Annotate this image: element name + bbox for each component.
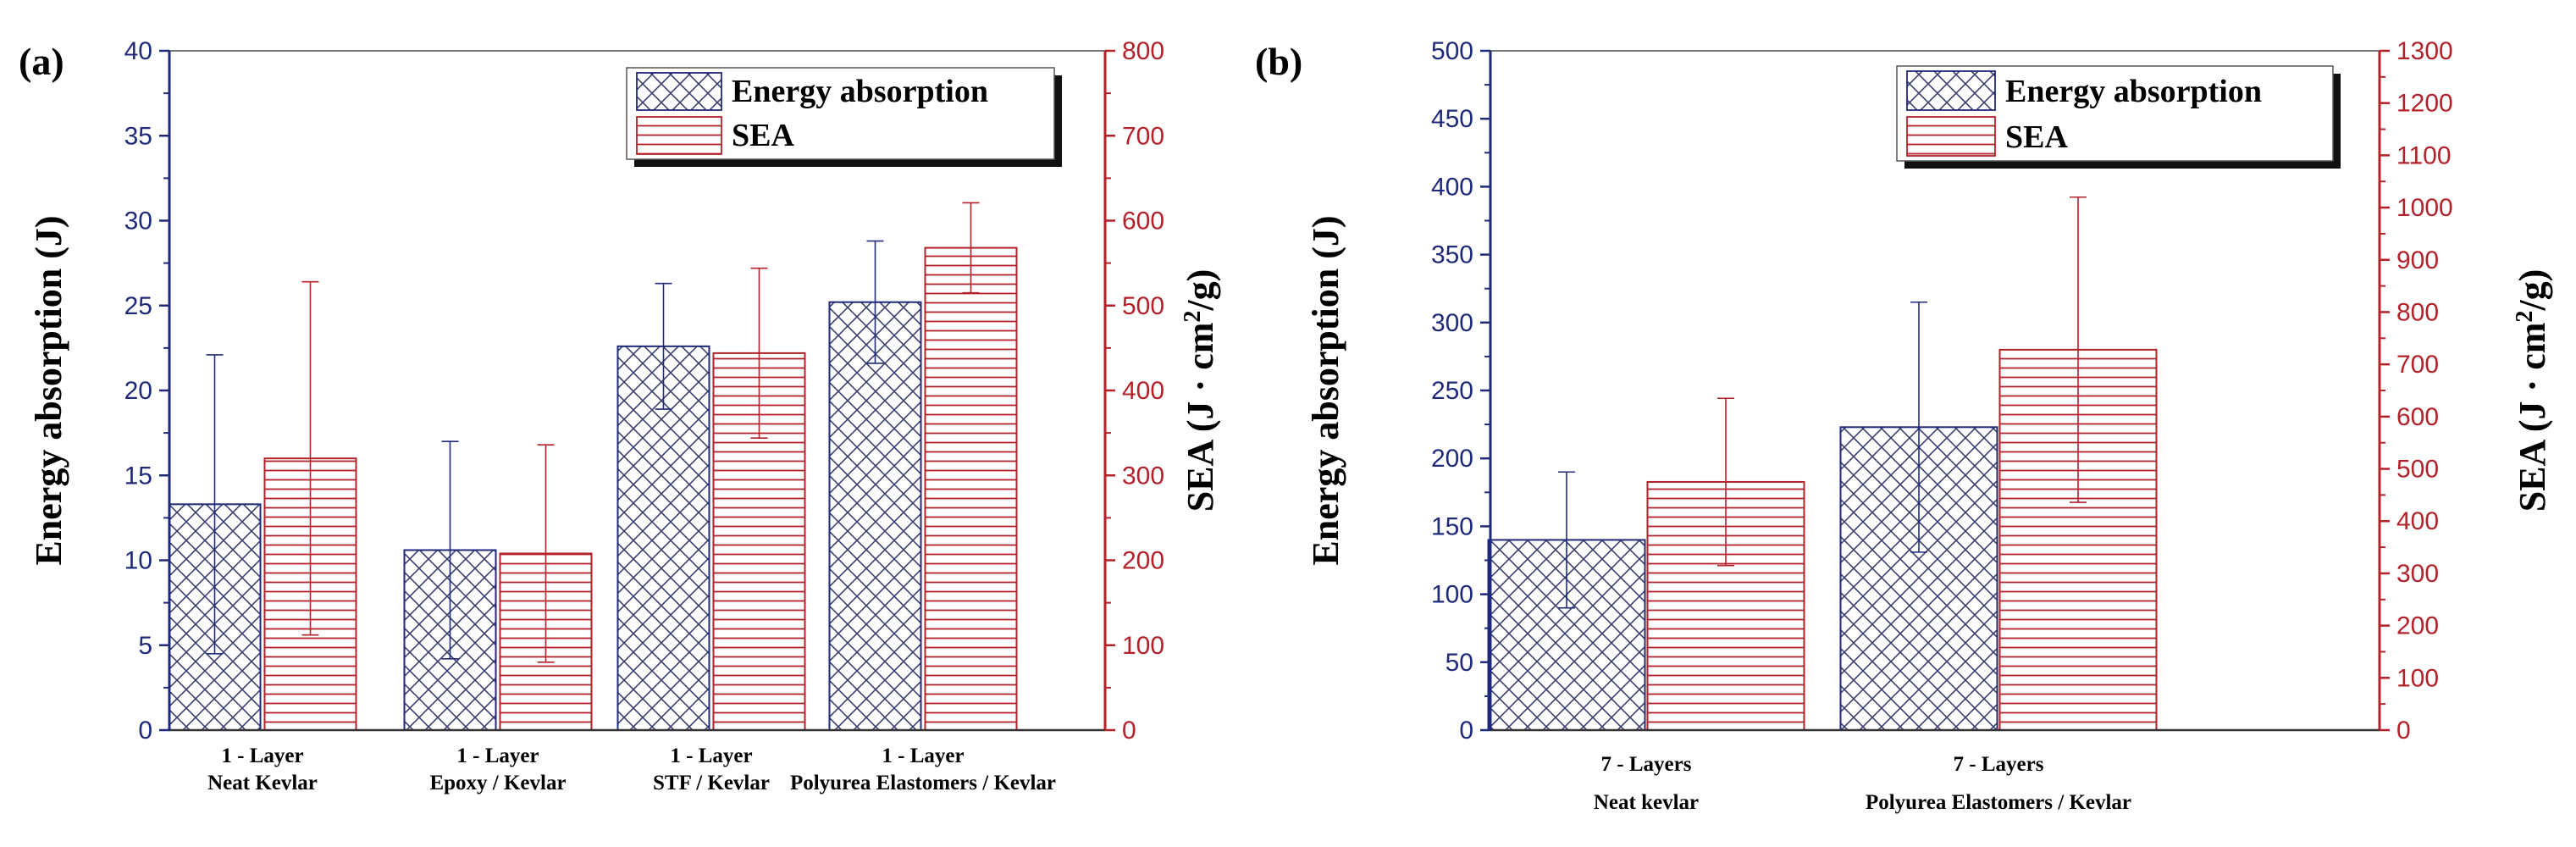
panel-a-left-tick-label-5: 25 — [124, 292, 152, 320]
panel-a-category-label-1-1: Epoxy / Kevlar — [429, 772, 566, 794]
panel-b-legend-swatch-energy — [1906, 70, 1996, 111]
panel-a-legend-label-energy: Energy absorption — [732, 74, 988, 109]
panel-a-left-tick-label-1: 5 — [138, 632, 152, 660]
panel-a-y-axis-title: Energy absorption (J) — [28, 215, 69, 565]
panel-b-legend-swatch-sea — [1906, 116, 1996, 157]
panel-a-label: (a) — [19, 40, 64, 83]
panel-b-label: (b) — [1255, 40, 1302, 83]
panel-b-right-tick-label-10: 1000 — [2396, 194, 2453, 222]
panel-b-right-tick-label-5: 500 — [2396, 456, 2439, 484]
panel-a-legend-swatch-sea — [636, 116, 722, 155]
panel-a-y2-title-part-2: /g) — [1180, 269, 1221, 312]
panel-a-category-label-2-0: 1 - Layer — [670, 745, 752, 767]
panel-a-left-tick-label-3: 15 — [124, 462, 152, 490]
panel-a-left-tick-label-0: 0 — [138, 717, 152, 745]
panel-a-right-tick-label-2: 200 — [1122, 547, 1164, 575]
panel-a-left-tick-label-2: 10 — [124, 547, 152, 575]
panel-b-legend-label-energy: Energy absorption — [2005, 74, 2262, 109]
panel-b-right-tick-label-2: 200 — [2396, 612, 2439, 640]
panel-a-y2-title-superscript: 2 — [1180, 311, 1206, 323]
panel-b-left-tick-label-6: 300 — [1431, 309, 1473, 337]
panel-b-right-tick-label-0: 0 — [2396, 717, 2411, 745]
panel-b-right-tick-label-6: 600 — [2396, 403, 2439, 431]
panel-b-category-label-1-1: Polyurea Elastomers / Kevlar — [1866, 791, 2131, 814]
panel-b-left-tick-label-7: 350 — [1431, 241, 1473, 269]
panel-a-y2-axis-title: SEA (J · cm2/g) — [1180, 269, 1222, 512]
panel-a-category-label-2-1: STF / Kevlar — [653, 772, 770, 794]
panel-a-right-tick-label-0: 0 — [1122, 717, 1136, 745]
panel-a-chart: 1 - Layer Neat Kevlar 1 - Layer Epoxy / Kev… — [19, 37, 1221, 794]
panel-b-left-tick-label-5: 250 — [1431, 377, 1473, 405]
panel-a-category-label-0-0: 1 - Layer — [221, 745, 303, 767]
panel-b-category-label-0-0: 7 - Layers — [1601, 753, 1692, 776]
panel-a-category-label-1-0: 1 - Layer — [456, 745, 539, 767]
panel-a-left-tick-label-4: 20 — [124, 377, 152, 405]
panel-b-left-tick-label-9: 450 — [1431, 105, 1473, 133]
panel-b-y2-title-part-1: SEA (J · cm — [2512, 323, 2553, 512]
panel-b-left-tick-label-4: 200 — [1431, 445, 1473, 473]
panel-a-category-label-3-1: Polyurea Elastomers / Kevlar — [790, 772, 1056, 794]
panel-a-right-tick-label-1: 100 — [1122, 632, 1164, 660]
panel-a-right-tick-label-8: 800 — [1122, 37, 1164, 65]
panel-b-chart: 7 - Layers Neat kevlar 7 - Layers Polyurea … — [1255, 37, 2553, 814]
panel-a-y2-title-part-1: SEA (J · cm — [1180, 323, 1221, 512]
panel-b-y2-title-superscript: 2 — [2512, 311, 2538, 323]
panel-a-left-tick-label-7: 35 — [124, 122, 152, 150]
panel-a-legend-label-sea: SEA — [732, 118, 794, 153]
panel-b-y2-title-part-2: /g) — [2512, 269, 2553, 312]
panel-a-bar-sea-3 — [924, 246, 1018, 731]
panel-b-right-tick-label-9: 900 — [2396, 246, 2439, 274]
panel-b-right-tick-label-1: 100 — [2396, 664, 2439, 692]
panel-a-left-tick-label-6: 30 — [124, 208, 152, 235]
panel-b-left-tick-label-0: 0 — [1459, 717, 1473, 745]
panel-b-left-tick-label-2: 100 — [1431, 581, 1473, 609]
panel-a-category-label-0-1: Neat Kevlar — [207, 772, 318, 794]
panel-b-right-tick-label-13: 1300 — [2396, 37, 2453, 65]
panel-a-category-label-3-0: 1 - Layer — [882, 745, 964, 767]
panel-a-right-tick-label-4: 400 — [1122, 377, 1164, 405]
panel-b-left-tick-label-3: 150 — [1431, 512, 1473, 540]
panel-b-right-tick-label-3: 300 — [2396, 560, 2439, 588]
panel-b-y2-axis-title: SEA (J · cm2/g) — [2512, 269, 2554, 512]
panel-a-right-tick-label-5: 500 — [1122, 292, 1164, 320]
panel-b-right-tick-label-4: 400 — [2396, 507, 2439, 535]
panel-b-right-tick-label-12: 1200 — [2396, 90, 2453, 118]
panel-b-right-tick-label-7: 700 — [2396, 351, 2439, 379]
panel-b-legend-label-sea: SEA — [2005, 119, 2068, 155]
panel-b-right-tick-label-11: 1100 — [2396, 141, 2452, 169]
panel-b-left-tick-label-1: 50 — [1446, 649, 1473, 677]
panel-b-left-tick-label-8: 400 — [1431, 173, 1473, 201]
panel-b-left-tick-label-10: 500 — [1431, 37, 1473, 65]
panel-a-bar-energy-3 — [828, 301, 922, 731]
panel-a-legend-swatch-energy — [636, 72, 722, 111]
panel-b-category-label-0-1: Neat kevlar — [1594, 791, 1699, 814]
panel-a-right-tick-label-6: 600 — [1122, 208, 1164, 235]
panel-a-left-tick-label-8: 40 — [124, 37, 152, 65]
panel-a-right-tick-label-7: 700 — [1122, 122, 1164, 150]
panel-a-right-tick-label-3: 300 — [1122, 462, 1164, 490]
panel-b-right-tick-label-8: 800 — [2396, 298, 2439, 326]
panel-b-category-label-1-0: 7 - Layers — [1954, 753, 2044, 776]
panel-b-y-axis-title: Energy absorption (J) — [1305, 215, 1346, 565]
